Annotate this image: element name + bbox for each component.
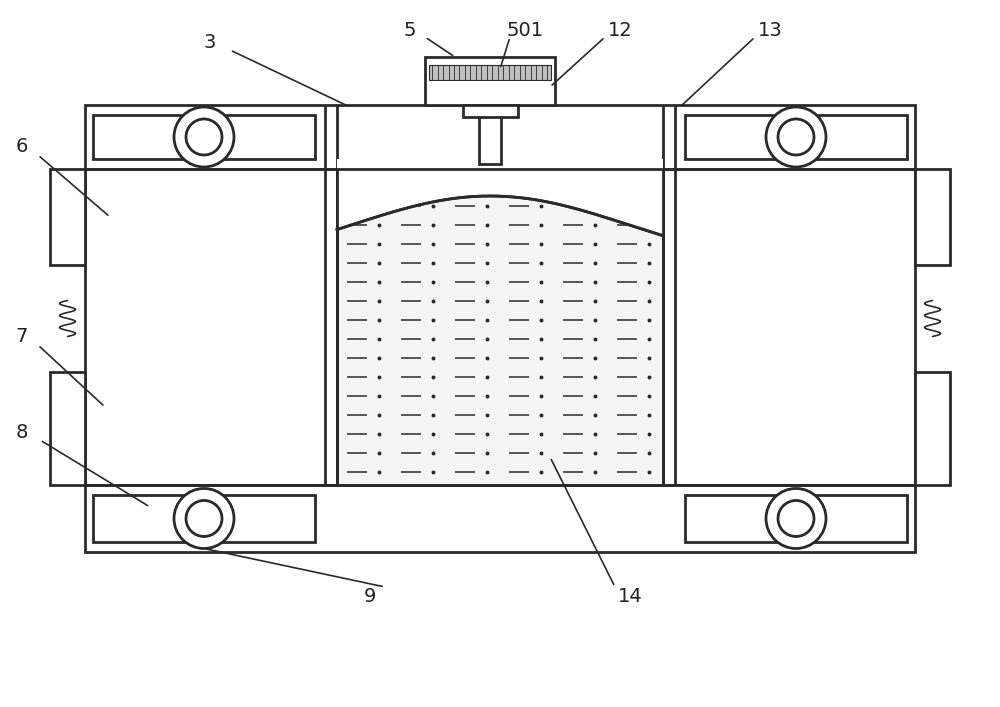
Text: 501: 501 [506,21,544,40]
Text: 7: 7 [16,327,28,346]
Text: 9: 9 [364,588,376,607]
Polygon shape [337,159,663,235]
Bar [915,372,950,485]
Circle shape [186,119,222,155]
Bar [685,495,907,542]
Text: 3: 3 [204,33,216,52]
Text: 8: 8 [16,423,28,441]
Bar [479,105,501,164]
Circle shape [778,119,814,155]
Bar [50,169,85,265]
Circle shape [174,107,234,167]
Bar [93,115,315,159]
Bar [463,105,518,117]
Bar [685,115,907,159]
Bar [85,105,915,169]
Text: 12: 12 [608,21,632,40]
Bar [85,169,915,485]
Text: 14: 14 [618,588,642,607]
Bar [93,495,315,542]
Bar [85,485,915,552]
Circle shape [174,489,234,549]
Circle shape [186,501,222,537]
Text: 13: 13 [758,21,782,40]
Bar [915,169,950,265]
Circle shape [766,489,826,549]
Text: 6: 6 [16,137,28,156]
Text: 5: 5 [404,21,416,40]
Bar [337,169,663,485]
Bar [425,57,555,105]
Circle shape [778,501,814,537]
Circle shape [766,107,826,167]
Bar [337,169,663,485]
Bar [50,372,85,485]
Bar [429,64,551,80]
